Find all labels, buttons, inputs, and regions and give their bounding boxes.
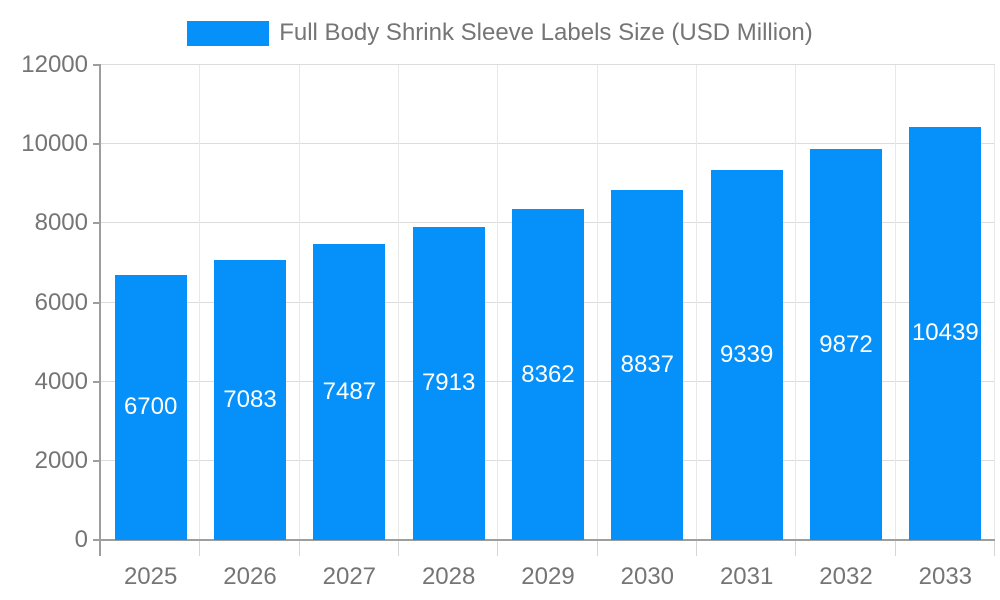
- v-gridline: [994, 65, 995, 540]
- h-gridline: [101, 64, 995, 65]
- bar-2033[interactable]: [909, 126, 982, 540]
- x-axis-tick: [696, 541, 697, 556]
- legend-item[interactable]: Full Body Shrink Sleeve Labels Size (USD…: [0, 19, 1000, 47]
- x-axis-tick: [596, 541, 598, 556]
- v-gridline: [398, 65, 399, 540]
- x-axis-label: 2029: [521, 563, 575, 590]
- bar-2028[interactable]: [412, 226, 485, 540]
- legend-swatch: [187, 20, 270, 46]
- x-axis-label: 2028: [421, 563, 476, 590]
- y-axis-label: 2000: [34, 446, 88, 474]
- y-axis-label: 10000: [21, 130, 88, 158]
- x-axis-label: 2032: [819, 563, 873, 590]
- x-axis-label: 2033: [918, 563, 973, 590]
- bar-value-label: 7083: [223, 385, 277, 413]
- x-axis-tick: [795, 541, 797, 556]
- y-axis-tick: [93, 64, 101, 66]
- x-axis-tick: [497, 541, 499, 556]
- bar-2029[interactable]: [512, 209, 584, 540]
- y-axis-label: 6000: [34, 288, 88, 316]
- x-axis-tick: [398, 541, 399, 556]
- bar-value-label: 9339: [719, 341, 774, 369]
- bar-2027[interactable]: [313, 243, 386, 540]
- v-gridline: [795, 65, 797, 540]
- bar-2025[interactable]: [114, 274, 187, 540]
- v-gridline: [894, 65, 896, 540]
- x-axis-label: 2026: [223, 563, 277, 590]
- h-gridline: [101, 143, 995, 145]
- bar-value-label: 7487: [322, 377, 377, 405]
- y-axis-tick: [93, 380, 101, 383]
- x-axis-tick: [994, 541, 995, 556]
- bar-value-label: 8837: [620, 351, 675, 379]
- bar-2030[interactable]: [611, 190, 684, 540]
- bar-2026[interactable]: [214, 259, 286, 540]
- y-axis-label: 12000: [21, 51, 88, 78]
- v-gridline: [696, 65, 697, 540]
- y-axis-label: 8000: [34, 209, 88, 237]
- bar-value-label: 9872: [819, 330, 873, 358]
- bar-value-label: 10439: [911, 319, 979, 347]
- v-gridline: [298, 65, 300, 540]
- x-axis-label: 2031: [719, 563, 774, 590]
- bar-2032[interactable]: [810, 149, 882, 540]
- y-axis-label: 0: [74, 526, 88, 553]
- bar-value-label: 7913: [421, 369, 476, 397]
- bar-value-label: 8362: [521, 360, 575, 388]
- x-axis-label: 2030: [620, 563, 675, 590]
- x-axis-label: 2025: [123, 563, 178, 590]
- v-gridline: [199, 65, 201, 540]
- y-axis-tick: [93, 459, 101, 462]
- x-axis-line: [101, 539, 995, 541]
- x-axis-label: 2027: [322, 563, 377, 590]
- legend-label: Full Body Shrink Sleeve Labels Size (USD…: [279, 19, 813, 46]
- v-gridline: [596, 65, 598, 540]
- bar-2031[interactable]: [710, 170, 783, 540]
- y-axis-tick: [93, 143, 101, 146]
- x-axis-tick: [894, 541, 896, 556]
- x-axis-tick: [298, 541, 300, 556]
- bar-value-label: 6700: [123, 393, 178, 421]
- y-axis-tick: [93, 539, 101, 541]
- x-axis-tick: [199, 541, 201, 556]
- y-axis-line: [99, 65, 101, 556]
- y-axis-tick: [93, 222, 101, 225]
- y-axis-label: 4000: [34, 367, 88, 395]
- v-gridline: [497, 65, 499, 540]
- y-axis-tick: [93, 301, 101, 304]
